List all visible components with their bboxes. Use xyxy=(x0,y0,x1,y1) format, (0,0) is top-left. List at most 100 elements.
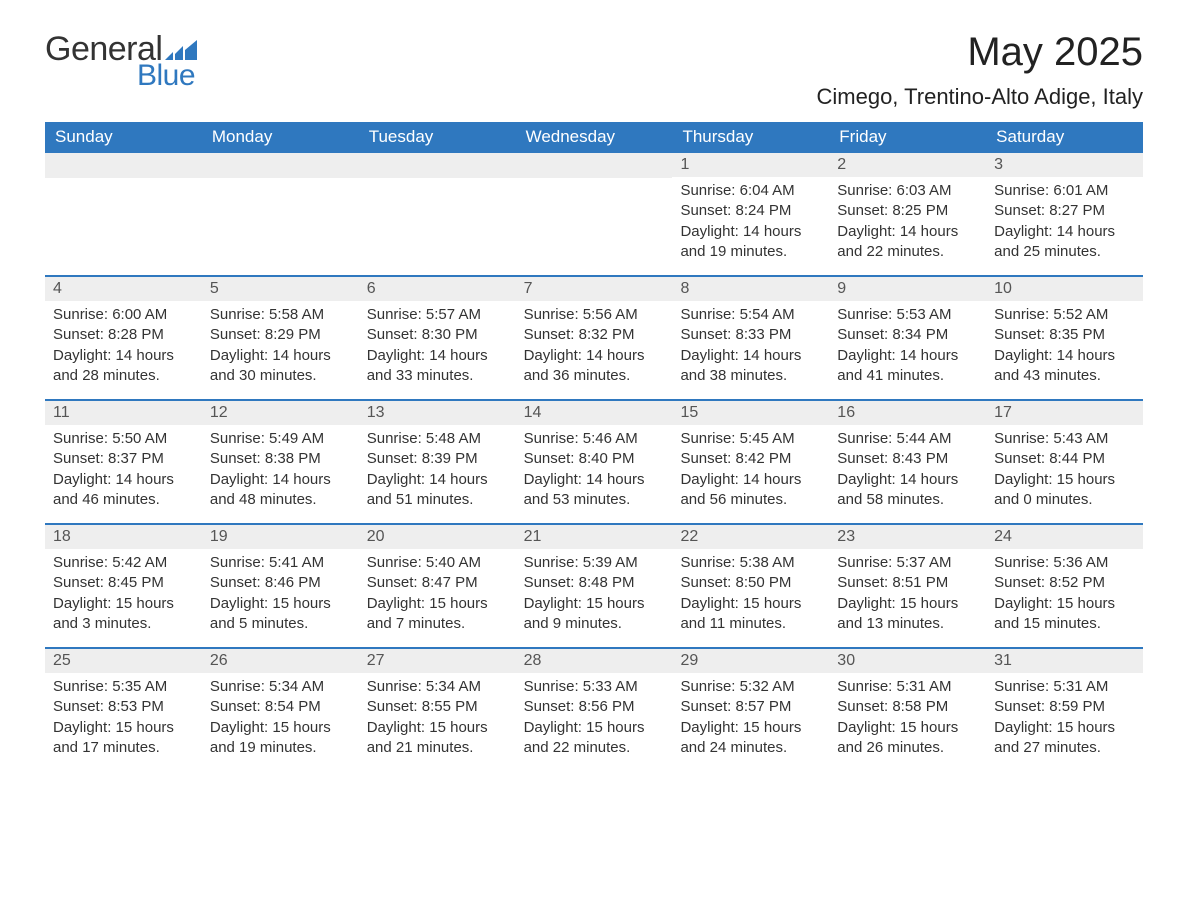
day-body: Sunrise: 5:31 AMSunset: 8:59 PMDaylight:… xyxy=(986,673,1143,766)
day-cell: 8Sunrise: 5:54 AMSunset: 8:33 PMDaylight… xyxy=(672,277,829,399)
daylight-text: Daylight: 15 hours and 7 minutes. xyxy=(367,594,508,635)
day-number: 21 xyxy=(516,525,673,549)
day-cell: 6Sunrise: 5:57 AMSunset: 8:30 PMDaylight… xyxy=(359,277,516,399)
sunset-text: Sunset: 8:25 PM xyxy=(837,201,978,221)
day-cell: 3Sunrise: 6:01 AMSunset: 8:27 PMDaylight… xyxy=(986,153,1143,275)
dow-monday: Monday xyxy=(202,122,359,153)
daylight-text: Daylight: 15 hours and 21 minutes. xyxy=(367,718,508,759)
day-number: 19 xyxy=(202,525,359,549)
sunrise-text: Sunrise: 5:53 AM xyxy=(837,305,978,325)
daylight-text: Daylight: 15 hours and 24 minutes. xyxy=(680,718,821,759)
week-row: 4Sunrise: 6:00 AMSunset: 8:28 PMDaylight… xyxy=(45,275,1143,399)
month-title: May 2025 xyxy=(817,30,1144,74)
sunrise-text: Sunrise: 5:37 AM xyxy=(837,553,978,573)
sunset-text: Sunset: 8:54 PM xyxy=(210,697,351,717)
day-cell: 23Sunrise: 5:37 AMSunset: 8:51 PMDayligh… xyxy=(829,525,986,647)
day-number: 3 xyxy=(986,153,1143,177)
daylight-text: Daylight: 15 hours and 0 minutes. xyxy=(994,470,1135,511)
day-body: Sunrise: 5:42 AMSunset: 8:45 PMDaylight:… xyxy=(45,549,202,642)
day-number: 1 xyxy=(672,153,829,177)
day-number-empty xyxy=(202,153,359,178)
day-body: Sunrise: 5:31 AMSunset: 8:58 PMDaylight:… xyxy=(829,673,986,766)
page: General Blue May 2025 Cimego, Trentino-A… xyxy=(0,0,1188,811)
sunrise-text: Sunrise: 5:52 AM xyxy=(994,305,1135,325)
day-cell: 24Sunrise: 5:36 AMSunset: 8:52 PMDayligh… xyxy=(986,525,1143,647)
week-row: 25Sunrise: 5:35 AMSunset: 8:53 PMDayligh… xyxy=(45,647,1143,771)
day-number: 4 xyxy=(45,277,202,301)
dow-friday: Friday xyxy=(829,122,986,153)
day-body: Sunrise: 5:39 AMSunset: 8:48 PMDaylight:… xyxy=(516,549,673,642)
daylight-text: Daylight: 15 hours and 13 minutes. xyxy=(837,594,978,635)
sunset-text: Sunset: 8:43 PM xyxy=(837,449,978,469)
day-body: Sunrise: 6:04 AMSunset: 8:24 PMDaylight:… xyxy=(672,177,829,270)
day-cell: 10Sunrise: 5:52 AMSunset: 8:35 PMDayligh… xyxy=(986,277,1143,399)
sunrise-text: Sunrise: 5:42 AM xyxy=(53,553,194,573)
sunrise-text: Sunrise: 5:39 AM xyxy=(524,553,665,573)
sunset-text: Sunset: 8:37 PM xyxy=(53,449,194,469)
day-cell: 25Sunrise: 5:35 AMSunset: 8:53 PMDayligh… xyxy=(45,649,202,771)
day-number: 22 xyxy=(672,525,829,549)
week-row: 18Sunrise: 5:42 AMSunset: 8:45 PMDayligh… xyxy=(45,523,1143,647)
day-cell: 9Sunrise: 5:53 AMSunset: 8:34 PMDaylight… xyxy=(829,277,986,399)
daylight-text: Daylight: 15 hours and 26 minutes. xyxy=(837,718,978,759)
day-number-empty xyxy=(45,153,202,178)
day-cell: 1Sunrise: 6:04 AMSunset: 8:24 PMDaylight… xyxy=(672,153,829,275)
sunrise-text: Sunrise: 5:35 AM xyxy=(53,677,194,697)
sunset-text: Sunset: 8:52 PM xyxy=(994,573,1135,593)
day-cell: 12Sunrise: 5:49 AMSunset: 8:38 PMDayligh… xyxy=(202,401,359,523)
title-block: May 2025 Cimego, Trentino-Alto Adige, It… xyxy=(817,30,1144,110)
day-body: Sunrise: 5:43 AMSunset: 8:44 PMDaylight:… xyxy=(986,425,1143,518)
sunset-text: Sunset: 8:48 PM xyxy=(524,573,665,593)
day-number: 14 xyxy=(516,401,673,425)
daylight-text: Daylight: 15 hours and 11 minutes. xyxy=(680,594,821,635)
day-cell: 21Sunrise: 5:39 AMSunset: 8:48 PMDayligh… xyxy=(516,525,673,647)
day-number: 7 xyxy=(516,277,673,301)
sunrise-text: Sunrise: 5:46 AM xyxy=(524,429,665,449)
daylight-text: Daylight: 14 hours and 28 minutes. xyxy=(53,346,194,387)
day-cell: 27Sunrise: 5:34 AMSunset: 8:55 PMDayligh… xyxy=(359,649,516,771)
daylight-text: Daylight: 14 hours and 46 minutes. xyxy=(53,470,194,511)
sunrise-text: Sunrise: 5:45 AM xyxy=(680,429,821,449)
sunrise-text: Sunrise: 5:57 AM xyxy=(367,305,508,325)
day-cell: 26Sunrise: 5:34 AMSunset: 8:54 PMDayligh… xyxy=(202,649,359,771)
day-cell xyxy=(516,153,673,275)
day-body: Sunrise: 5:46 AMSunset: 8:40 PMDaylight:… xyxy=(516,425,673,518)
day-number: 27 xyxy=(359,649,516,673)
dow-tuesday: Tuesday xyxy=(359,122,516,153)
day-number: 15 xyxy=(672,401,829,425)
day-body: Sunrise: 5:32 AMSunset: 8:57 PMDaylight:… xyxy=(672,673,829,766)
daylight-text: Daylight: 15 hours and 19 minutes. xyxy=(210,718,351,759)
daylight-text: Daylight: 15 hours and 15 minutes. xyxy=(994,594,1135,635)
day-number: 16 xyxy=(829,401,986,425)
day-number: 20 xyxy=(359,525,516,549)
day-number: 10 xyxy=(986,277,1143,301)
daylight-text: Daylight: 15 hours and 9 minutes. xyxy=(524,594,665,635)
sunset-text: Sunset: 8:47 PM xyxy=(367,573,508,593)
day-number: 9 xyxy=(829,277,986,301)
daylight-text: Daylight: 14 hours and 58 minutes. xyxy=(837,470,978,511)
sunrise-text: Sunrise: 5:43 AM xyxy=(994,429,1135,449)
day-body: Sunrise: 5:50 AMSunset: 8:37 PMDaylight:… xyxy=(45,425,202,518)
dow-saturday: Saturday xyxy=(986,122,1143,153)
day-cell xyxy=(202,153,359,275)
day-body: Sunrise: 5:35 AMSunset: 8:53 PMDaylight:… xyxy=(45,673,202,766)
daylight-text: Daylight: 14 hours and 53 minutes. xyxy=(524,470,665,511)
day-body: Sunrise: 5:53 AMSunset: 8:34 PMDaylight:… xyxy=(829,301,986,394)
day-cell: 4Sunrise: 6:00 AMSunset: 8:28 PMDaylight… xyxy=(45,277,202,399)
day-body: Sunrise: 5:41 AMSunset: 8:46 PMDaylight:… xyxy=(202,549,359,642)
day-cell: 30Sunrise: 5:31 AMSunset: 8:58 PMDayligh… xyxy=(829,649,986,771)
calendar: Sunday Monday Tuesday Wednesday Thursday… xyxy=(45,122,1143,771)
sunrise-text: Sunrise: 5:54 AM xyxy=(680,305,821,325)
sunrise-text: Sunrise: 5:33 AM xyxy=(524,677,665,697)
sunset-text: Sunset: 8:58 PM xyxy=(837,697,978,717)
daylight-text: Daylight: 14 hours and 56 minutes. xyxy=(680,470,821,511)
sunset-text: Sunset: 8:44 PM xyxy=(994,449,1135,469)
day-cell: 28Sunrise: 5:33 AMSunset: 8:56 PMDayligh… xyxy=(516,649,673,771)
dow-wednesday: Wednesday xyxy=(516,122,673,153)
sunset-text: Sunset: 8:50 PM xyxy=(680,573,821,593)
daylight-text: Daylight: 15 hours and 27 minutes. xyxy=(994,718,1135,759)
sunset-text: Sunset: 8:35 PM xyxy=(994,325,1135,345)
sunrise-text: Sunrise: 6:00 AM xyxy=(53,305,194,325)
daylight-text: Daylight: 14 hours and 41 minutes. xyxy=(837,346,978,387)
sunset-text: Sunset: 8:27 PM xyxy=(994,201,1135,221)
